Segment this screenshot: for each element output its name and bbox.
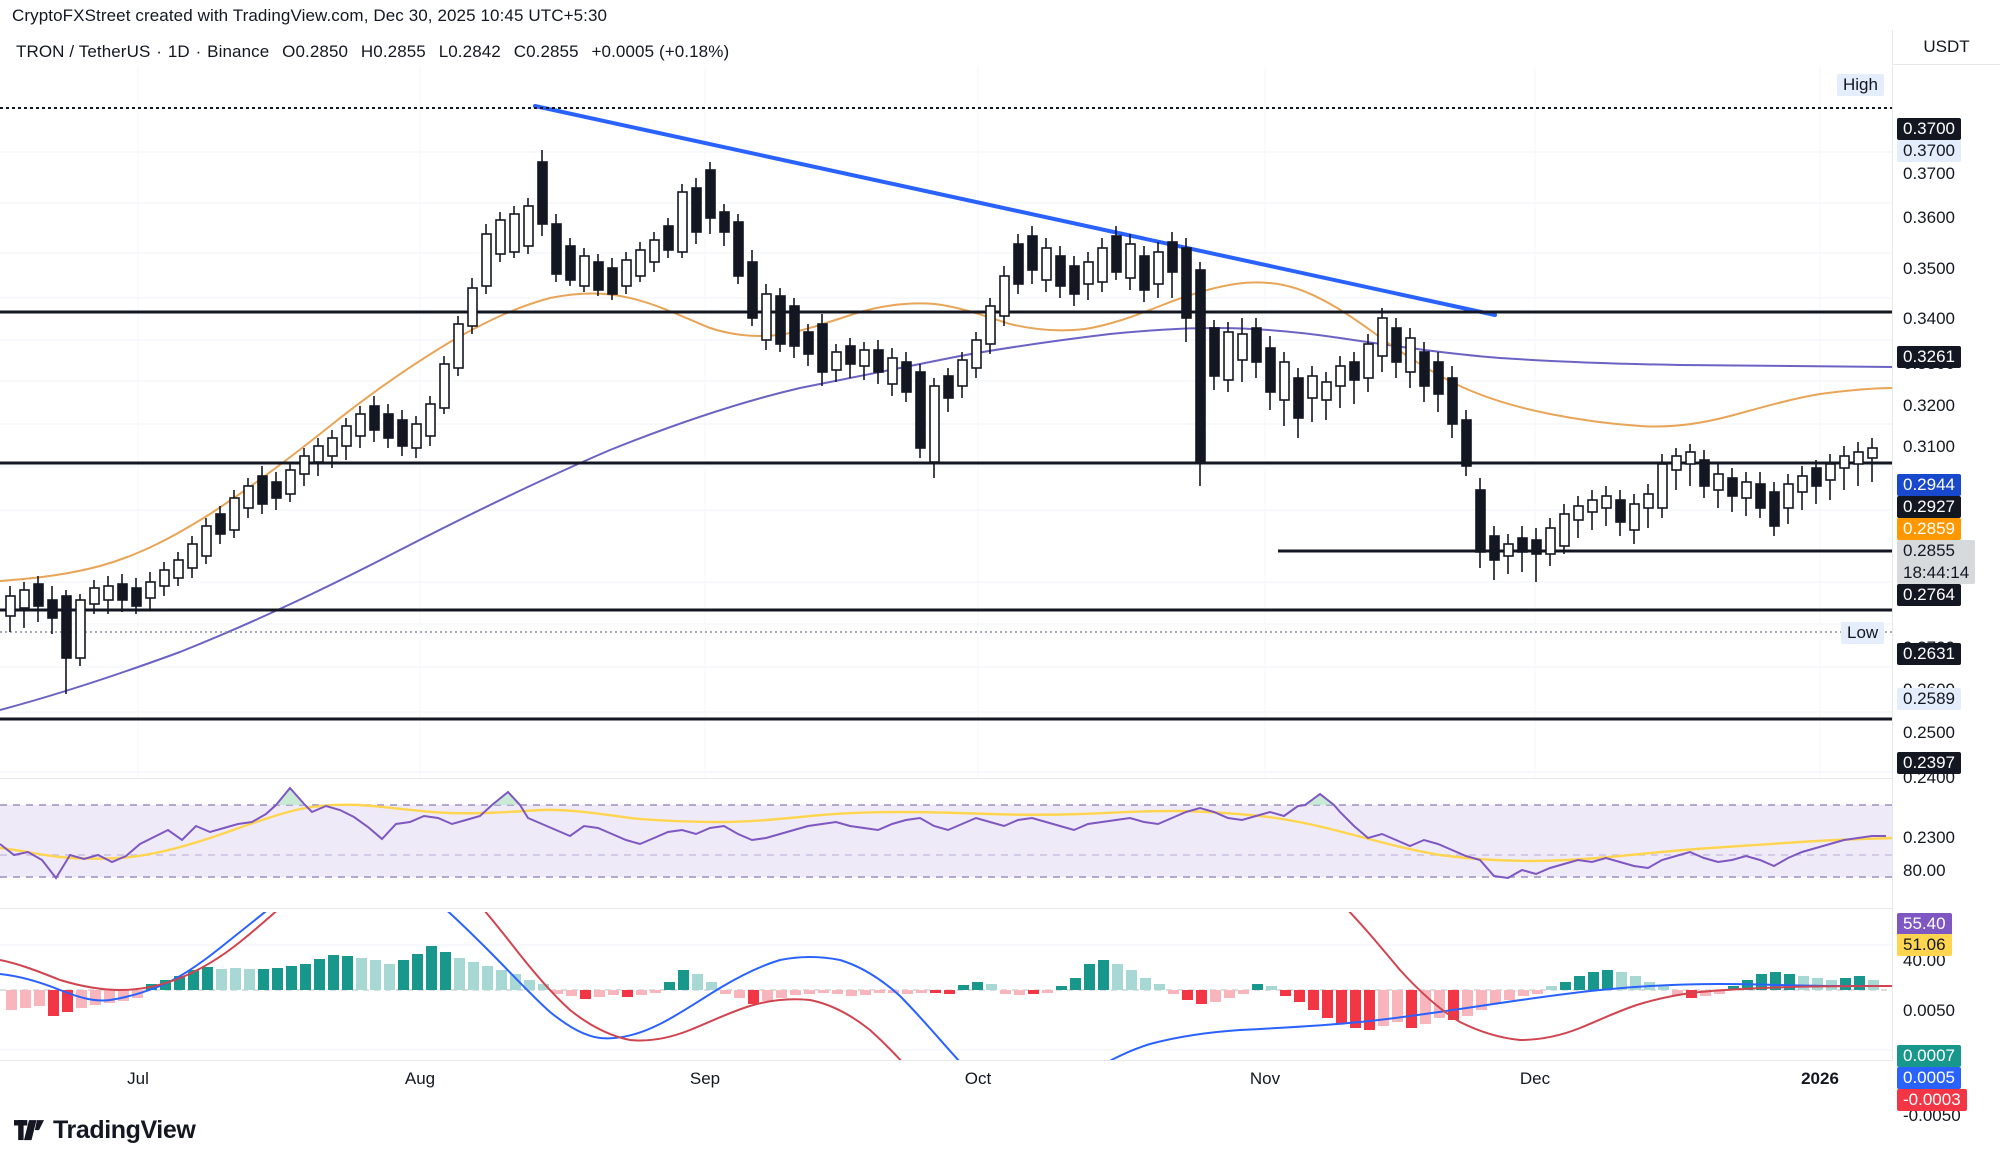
rsi-overbought-fill-1 [276, 788, 305, 805]
price-tick: 0.3100 [1903, 437, 1955, 456]
price-label-high[interactable]: 0.3700 [1897, 118, 1961, 140]
high-range-tag[interactable]: High [1837, 74, 1884, 96]
price-label-ma-fast[interactable]: 0.2859 [1897, 518, 1961, 540]
legend-exchange[interactable]: Binance [207, 42, 270, 61]
macd-line [0, 912, 1893, 1060]
current-price-label[interactable]: 0.2855 18:44:14 [1897, 540, 1976, 584]
legend-sep-2: · [195, 42, 202, 61]
legend-sep-1: · [156, 42, 162, 61]
chart-legend: TRON / TetherUS · 1D · Binance O0.2850 H… [16, 42, 729, 62]
price-label-support-2[interactable]: 0.2631 [1897, 643, 1961, 665]
rsi-value-label[interactable]: 55.40 [1897, 913, 1952, 935]
rsi-overbought-fill-3 [1305, 794, 1334, 805]
macd-signal-line [0, 912, 1893, 1060]
macd-signal-label[interactable]: -0.0003 [1897, 1089, 1967, 1111]
time-tick: Sep [689, 1069, 721, 1088]
rsi-band-fill [0, 805, 1893, 877]
macd-hist-label[interactable]: 0.0007 [1897, 1045, 1961, 1067]
legend-high: H0.2855 [360, 42, 426, 61]
price-tick: 0.3500 [1903, 259, 1955, 278]
time-tick: Nov [1249, 1069, 1281, 1088]
price-tick: 0.2500 [1903, 723, 1955, 742]
price-label-support[interactable]: 0.2764 [1897, 584, 1961, 606]
horizontal-gridlines [0, 107, 1893, 773]
macd-histogram [6, 946, 1879, 1030]
axis-currency-label: USDT [1923, 37, 1970, 56]
macd-tick: 0.0050 [1903, 1001, 1955, 1020]
legend-interval[interactable]: 1D [167, 42, 190, 61]
price-tick: 0.3700 [1903, 164, 1955, 183]
time-tick: Jul [127, 1069, 149, 1088]
low-range-tag[interactable]: Low [1841, 622, 1885, 644]
time-tick-year: 2026 [1801, 1069, 1839, 1088]
tradingview-logo: TradingView [14, 1116, 196, 1145]
time-tick: Dec [1519, 1069, 1551, 1088]
price-tick: 0.3200 [1903, 396, 1955, 415]
pane-separator-macd [0, 908, 1893, 909]
rsi-ma-line [0, 803, 1893, 863]
legend-symbol[interactable]: TRON / TetherUS [16, 42, 151, 61]
price-tick: 0.3400 [1903, 309, 1955, 328]
rsi-ma-value-label[interactable]: 51.06 [1897, 934, 1952, 956]
time-tick: Oct [964, 1069, 992, 1088]
legend-close: C0.2855 [513, 42, 579, 61]
price-pane[interactable] [0, 66, 1893, 778]
macd-plot [0, 912, 1893, 1060]
time-tick: Aug [404, 1069, 436, 1088]
bar-countdown: 18:44:14 [1903, 563, 1970, 582]
price-label-support-3[interactable]: 0.2397 [1897, 752, 1961, 774]
vertical-gridlines [137, 66, 1821, 778]
rsi-line [0, 786, 1886, 880]
macd-pane[interactable] [0, 912, 1893, 1060]
rsi-pane[interactable] [0, 782, 1893, 902]
time-axis[interactable]: Jul Aug Sep Oct Nov Dec 2026 [0, 1060, 1893, 1103]
legend-low: L0.2842 [438, 42, 501, 61]
price-plot [0, 66, 1893, 778]
credit-line: CryptoFXStreet created with TradingView.… [12, 6, 608, 25]
price-label-ma-slow[interactable]: 0.2944 [1897, 474, 1961, 496]
price-label-resistance[interactable]: 0.3261 [1897, 346, 1961, 368]
macd-line-label[interactable]: 0.0005 [1897, 1067, 1961, 1089]
rsi-plot [0, 786, 1893, 880]
range-low-value[interactable]: 0.2589 [1897, 688, 1961, 710]
axis-header-box [1892, 30, 2000, 65]
price-tick: 0.2300 [1903, 828, 1955, 847]
rsi-tick: 80.00 [1903, 861, 1946, 880]
range-high-value[interactable]: 0.3700 [1897, 140, 1961, 162]
price-axis[interactable]: 0.3700 0.3600 0.3500 0.3400 0.3300 0.320… [1892, 66, 2000, 1125]
horizontal-level-lines[interactable] [0, 107, 1893, 721]
trendline[interactable] [533, 104, 1497, 317]
price-label-level[interactable]: 0.2927 [1897, 496, 1961, 518]
price-tick: 0.3600 [1903, 208, 1955, 227]
tradingview-wordmark: TradingView [53, 1116, 196, 1144]
current-price-value: 0.2855 [1903, 541, 1955, 560]
tradingview-mark-icon [14, 1120, 44, 1141]
rsi-overbought-fill-2 [492, 792, 520, 805]
legend-open: O0.2850 [282, 42, 349, 61]
legend-change: +0.0005 (+0.18%) [591, 42, 730, 61]
ma-slow-line [0, 326, 1893, 711]
pane-separator-rsi [0, 778, 1893, 779]
ma-fast-line [0, 281, 1893, 582]
candlestick-series[interactable] [5, 150, 1878, 694]
